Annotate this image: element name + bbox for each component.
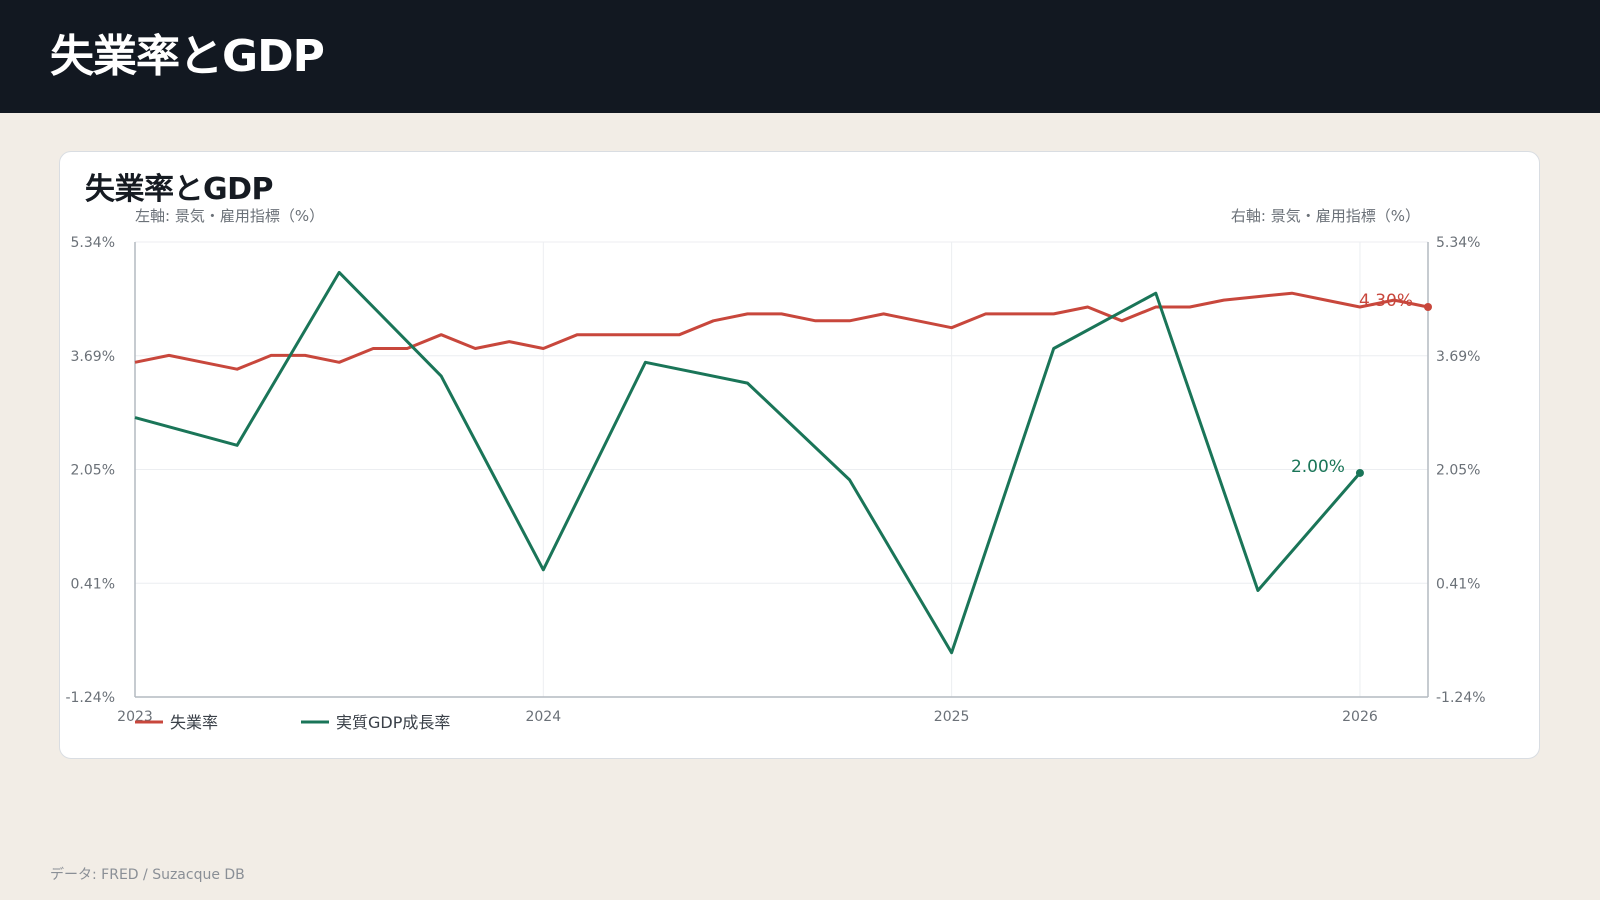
y-tick-label-left: -1.24% xyxy=(65,690,115,706)
series-end-label-1: 4.30% xyxy=(1359,291,1413,311)
series-line-2 xyxy=(134,270,1362,655)
y-tick-label-right: 5.34% xyxy=(1436,235,1480,251)
chart-title: 失業率とGDP xyxy=(85,172,274,207)
series-end-label-2: 2.00% xyxy=(1291,457,1345,477)
y-tick-label-right: 2.05% xyxy=(1436,463,1480,479)
series-end-point-2 xyxy=(1355,468,1364,477)
y-tick-label-left: 2.05% xyxy=(71,463,115,479)
y-tick-label-left: 3.69% xyxy=(71,349,115,365)
x-tick-label: 2024 xyxy=(525,709,561,725)
y-tick-label-left: 5.34% xyxy=(71,235,115,251)
page-title: 失業率とGDP xyxy=(50,31,325,82)
series-lines: 4.30% 2.00% xyxy=(134,270,1432,655)
chart-card: 失業率とGDP 左軸: 景気・雇用指標（%） 右軸: 景気・雇用指標（%） 5.… xyxy=(59,151,1540,759)
axes xyxy=(134,242,1429,698)
series-line-1 xyxy=(134,291,1429,371)
data-source-note: データ: FRED / Suzacque DB xyxy=(50,867,245,883)
line-chart: 左軸: 景気・雇用指標（%） 右軸: 景気・雇用指標（%） 5.34% 5.34%… xyxy=(65,207,1485,732)
tick-labels: 5.34% 5.34% 3.69% 3.69% 2.05% 2.05% 0.41% 0.41%… xyxy=(65,235,1485,725)
y-tick-label-right: -1.24% xyxy=(1436,690,1486,706)
x-tick-label: 2025 xyxy=(934,709,970,725)
y-tick-label-right: 3.69% xyxy=(1436,349,1480,365)
legend-label-2: 実質GDP成長率 xyxy=(336,713,450,732)
right-axis-label: 右軸: 景気・雇用指標（%） xyxy=(1231,207,1420,225)
grid-lines xyxy=(134,241,1428,698)
y-tick-label-right: 0.41% xyxy=(1436,576,1480,592)
x-tick-label: 2026 xyxy=(1342,709,1378,725)
legend: 失業率 実質GDP成長率 xyxy=(135,713,450,732)
legend-label-1: 失業率 xyxy=(170,713,218,732)
series-end-point-1 xyxy=(1424,303,1432,311)
header-bar: 失業率とGDP xyxy=(0,0,1600,113)
y-tick-label-left: 0.41% xyxy=(71,576,115,592)
left-axis-label: 左軸: 景気・雇用指標（%） xyxy=(135,207,324,225)
